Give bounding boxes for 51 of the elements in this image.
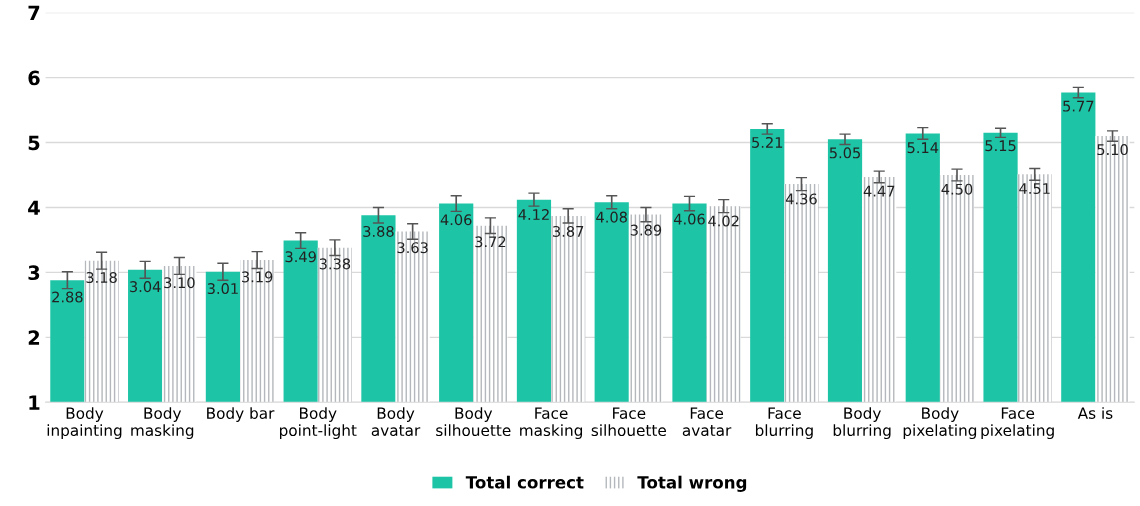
data-label: 3.63 [397,242,428,254]
y-tick-label: 3 [28,265,40,281]
data-label: 5.15 [985,140,1016,152]
y-tick-label: 5 [28,135,40,151]
x-tick-label: Body inpainting [47,407,122,440]
x-tick-label: Face pixelating [981,407,1054,440]
x-tick-label: Face blurring [755,407,813,440]
data-label: 4.47 [863,185,895,197]
y-tick-label: 1 [29,395,40,410]
data-label: 4.36 [785,193,817,205]
data-label: 3.87 [553,225,584,237]
data-label: 5.05 [829,147,860,159]
y-tick-label: 7 [28,5,40,21]
x-tick-label: Body silhouette [436,407,511,437]
x-tick-label: Face silhouette [591,407,666,437]
data-label: 4.08 [596,211,627,223]
data-label: 3.38 [319,258,351,270]
data-label: 4.06 [673,213,705,225]
data-label: 3.18 [86,272,117,284]
x-tick-label: Body point-light [279,407,357,440]
x-tick-label: Body avatar [371,407,421,437]
x-tick-label: Body blurring [833,407,891,440]
data-label: 5.14 [907,142,939,154]
data-label: 4.12 [518,209,549,220]
data-label: 3.72 [475,236,506,248]
legend-label: Total wrong [637,475,747,492]
y-tick-label: 6 [28,70,40,86]
x-tick-label: Face masking [520,407,583,440]
data-label: 3.01 [207,283,238,295]
data-label: 3.88 [363,225,394,237]
data-label: 3.49 [285,251,316,263]
data-label: 4.51 [1019,183,1050,195]
x-tick-label: Face avatar [682,407,732,437]
x-tick-label: As is [1077,407,1113,419]
data-label: 5.21 [752,136,783,148]
data-label: 2.88 [52,291,83,303]
data-label: 3.10 [164,277,195,289]
data-label: 4.50 [941,183,973,195]
data-label: 3.04 [130,281,161,293]
data-label: 3.89 [630,224,662,236]
data-label: 5.10 [1097,144,1128,156]
legend-label: Total correct [465,475,584,489]
x-tick-label: Body pixelating [903,407,977,440]
x-tick-label: Body bar [207,407,275,422]
x-tick-label: Body masking [131,407,194,440]
y-tick-label: 4 [28,200,40,215]
data-label: 5.77 [1063,100,1094,112]
data-label: 4.06 [440,214,472,226]
y-tick-label: 2 [28,330,40,345]
data-label: 3.19 [242,271,273,283]
data-label: 4.02 [708,215,739,227]
